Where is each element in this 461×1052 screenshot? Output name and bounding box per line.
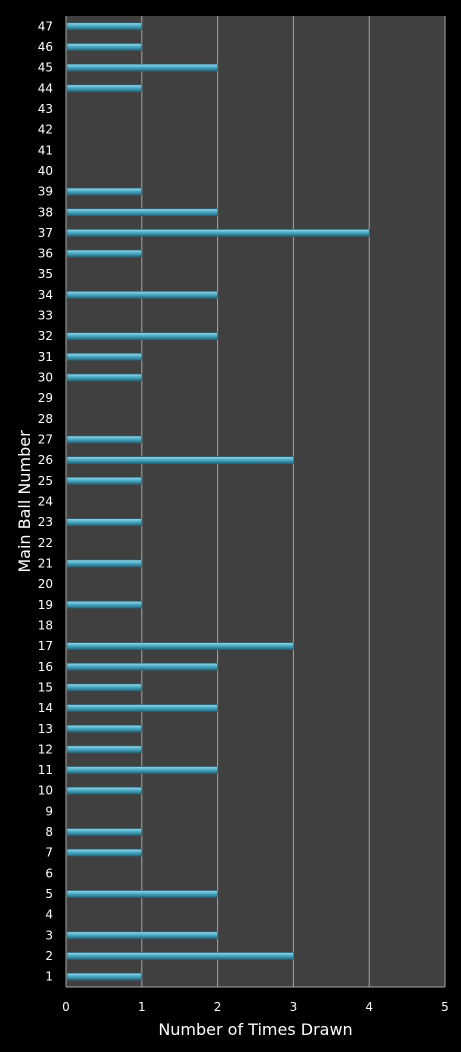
bar-5: [66, 890, 218, 898]
y-tick-label-27: 27: [38, 433, 53, 447]
y-tick-label-45: 45: [38, 61, 53, 75]
y-tick-label-5: 5: [45, 887, 53, 901]
y-tick-label-39: 39: [38, 185, 53, 199]
bar-47: [66, 22, 143, 31]
bar-17: [66, 642, 294, 650]
y-tick-label-22: 22: [38, 536, 53, 550]
y-tick-label-46: 46: [38, 40, 53, 54]
y-tick-label-34: 34: [38, 288, 53, 302]
bar-16: [66, 662, 218, 671]
y-tick-label-37: 37: [38, 226, 53, 240]
y-tick-label-11: 11: [38, 763, 53, 777]
bar-45: [66, 63, 218, 72]
y-tick-label-40: 40: [38, 164, 53, 178]
x-axis-title: Number of Times Drawn: [158, 1020, 352, 1039]
y-tick-label-24: 24: [38, 495, 53, 509]
y-tick-label-33: 33: [38, 309, 53, 323]
y-tick-label-6: 6: [45, 866, 53, 880]
y-tick-label-44: 44: [38, 81, 53, 95]
y-tick-label-36: 36: [38, 247, 53, 261]
y-tick-label-20: 20: [38, 577, 53, 591]
bar-32: [66, 332, 218, 341]
y-tick-label-9: 9: [45, 804, 53, 818]
bar-26: [66, 456, 294, 464]
bar-13: [66, 724, 143, 733]
y-tick-label-7: 7: [45, 846, 53, 860]
bar-8: [66, 828, 143, 836]
y-tick-label-41: 41: [38, 143, 53, 157]
x-tick-label-1: 1: [138, 1000, 146, 1014]
y-tick-label-1: 1: [45, 970, 53, 984]
y-axis-title: Main Ball Number: [15, 430, 34, 573]
bar-27: [66, 435, 143, 444]
x-tick-label-3: 3: [290, 1000, 298, 1014]
bar-30: [66, 373, 143, 382]
y-tick-label-3: 3: [45, 928, 53, 942]
bar-44: [66, 84, 143, 93]
y-tick-label-2: 2: [45, 949, 53, 963]
bar-39: [66, 187, 143, 196]
bar-21: [66, 559, 143, 568]
y-tick-label-8: 8: [45, 825, 53, 839]
bar-38: [66, 208, 218, 217]
y-tick-label-10: 10: [38, 784, 53, 798]
gridlines: [65, 16, 446, 988]
bar-36: [66, 249, 143, 258]
bar-19: [66, 600, 143, 609]
bar-3: [66, 931, 218, 940]
x-tick-label-2: 2: [214, 1000, 222, 1014]
bar-25: [66, 477, 143, 485]
y-tick-labels: 1234567891011121314151617181920212223242…: [38, 19, 53, 983]
x-tick-label-4: 4: [365, 1000, 373, 1014]
y-tick-label-25: 25: [38, 474, 53, 488]
y-tick-label-19: 19: [38, 598, 53, 612]
y-tick-label-13: 13: [38, 722, 53, 736]
bars: [66, 22, 370, 981]
bar-46: [66, 43, 143, 51]
y-tick-label-4: 4: [45, 908, 53, 922]
y-tick-label-47: 47: [38, 19, 53, 33]
bar-14: [66, 704, 218, 712]
bar-23: [66, 518, 143, 526]
y-tick-label-23: 23: [38, 515, 53, 529]
y-tick-label-21: 21: [38, 556, 53, 570]
y-tick-label-38: 38: [38, 205, 53, 219]
y-tick-label-43: 43: [38, 102, 53, 116]
y-tick-label-28: 28: [38, 412, 53, 426]
y-tick-label-17: 17: [38, 639, 53, 653]
bar-1: [66, 972, 143, 981]
bar-15: [66, 683, 143, 692]
y-tick-label-31: 31: [38, 350, 53, 364]
bar-11: [66, 766, 218, 774]
bar-2: [66, 952, 294, 960]
bar-34: [66, 291, 218, 299]
y-tick-label-29: 29: [38, 391, 53, 405]
bar-12: [66, 745, 143, 754]
y-tick-label-30: 30: [38, 371, 53, 385]
x-tick-label-0: 0: [62, 1000, 70, 1014]
y-tick-label-12: 12: [38, 742, 53, 756]
y-tick-label-26: 26: [38, 453, 53, 467]
y-tick-label-32: 32: [38, 329, 53, 343]
x-tick-label-5: 5: [441, 1000, 449, 1014]
y-tick-label-18: 18: [38, 618, 53, 632]
y-tick-label-15: 15: [38, 680, 53, 694]
y-tick-label-42: 42: [38, 123, 53, 137]
bar-10: [66, 786, 143, 795]
y-tick-label-16: 16: [38, 660, 53, 674]
bar-31: [66, 353, 143, 361]
y-tick-label-14: 14: [38, 701, 53, 715]
bar-37: [66, 229, 370, 237]
bar-7: [66, 848, 143, 857]
x-tick-labels: 0 1 2 3 4 5: [62, 1000, 449, 1014]
plot-area: [66, 16, 445, 987]
y-tick-label-35: 35: [38, 267, 53, 281]
